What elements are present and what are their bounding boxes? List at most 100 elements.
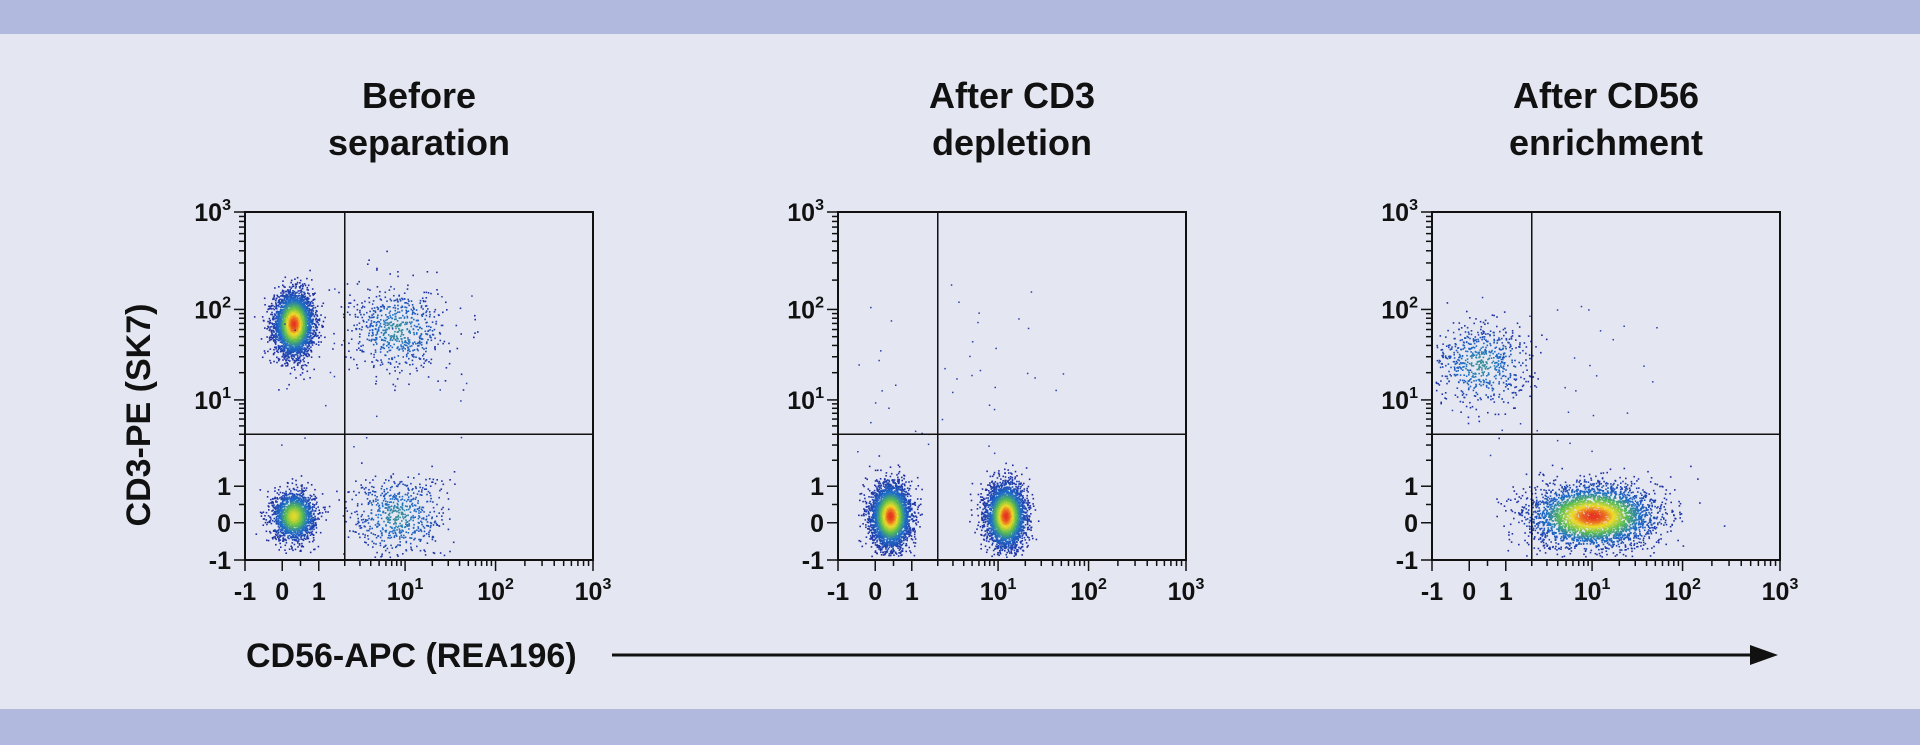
data-point (274, 287, 276, 289)
data-point (297, 301, 300, 304)
data-point (314, 319, 317, 321)
data-point (305, 307, 307, 309)
data-point (321, 324, 323, 327)
data-point (283, 306, 286, 308)
data-point (313, 329, 316, 332)
plot-title-line: Before (362, 75, 476, 116)
data-point (278, 296, 281, 298)
data-point (282, 301, 284, 303)
data-point (271, 311, 273, 314)
data-point (270, 362, 272, 364)
data-point (301, 283, 304, 286)
data-point (274, 336, 276, 338)
data-point (284, 276, 287, 279)
data-point (271, 537, 274, 539)
data-point (312, 513, 315, 516)
data-point (292, 313, 295, 315)
data-point (316, 501, 318, 504)
data-point (292, 350, 294, 352)
data-point (313, 323, 316, 325)
data-point (283, 319, 286, 322)
data-point (278, 540, 280, 542)
data-point (281, 289, 284, 292)
data-point (303, 322, 305, 324)
data-point (291, 337, 294, 339)
data-point (284, 339, 286, 341)
data-point (267, 325, 269, 328)
data-point (277, 489, 280, 491)
data-point (274, 338, 277, 340)
data-point (288, 383, 290, 386)
data-point (295, 344, 297, 346)
data-point (281, 309, 284, 312)
data-point (269, 338, 271, 341)
data-point (307, 362, 309, 364)
data-point (272, 317, 275, 319)
data-point (288, 334, 291, 337)
data-point (297, 546, 299, 548)
data-point (271, 519, 274, 522)
data-point (278, 358, 281, 361)
data-point (310, 314, 312, 316)
data-point (314, 306, 317, 309)
data-point (302, 285, 304, 287)
data-point (276, 294, 278, 297)
data-point (275, 538, 277, 541)
data-point (312, 332, 314, 335)
data-point (279, 336, 282, 339)
data-point (276, 350, 278, 352)
data-point (306, 370, 309, 373)
data-point (299, 327, 301, 330)
data-point (280, 365, 283, 367)
data-point (300, 351, 302, 354)
data-point (290, 341, 293, 344)
data-point (309, 551, 312, 554)
data-point (294, 318, 297, 321)
top-band (0, 0, 1920, 34)
data-point (307, 336, 309, 339)
data-point (309, 317, 312, 320)
data-point (311, 305, 313, 307)
data-point (281, 299, 283, 301)
data-point (285, 301, 288, 303)
data-point (309, 269, 311, 272)
data-point (298, 315, 300, 317)
data-point (277, 313, 279, 316)
data-point (301, 318, 304, 320)
data-point (283, 297, 286, 299)
data-point (312, 312, 314, 315)
data-point (286, 350, 289, 352)
data-point (307, 345, 310, 348)
data-point (305, 512, 308, 514)
data-point (304, 284, 307, 287)
data-point (301, 518, 304, 520)
plot-title-line: separation (328, 122, 510, 163)
data-point (302, 319, 305, 322)
data-point (293, 317, 296, 319)
data-point (314, 488, 316, 491)
data-point (300, 354, 303, 357)
data-point (278, 324, 280, 326)
data-point (296, 322, 299, 325)
data-point (318, 356, 321, 358)
data-point (283, 498, 286, 501)
data-point (315, 309, 318, 312)
data-point (273, 308, 276, 311)
data-point (286, 362, 289, 364)
data-point (282, 302, 284, 305)
data-point (305, 343, 307, 346)
data-point (292, 358, 294, 360)
data-point (306, 345, 309, 347)
data-point (276, 501, 278, 503)
data-point (284, 308, 286, 311)
data-point (284, 302, 286, 304)
data-point (307, 331, 310, 333)
data-point (291, 338, 293, 341)
data-point (310, 327, 312, 329)
data-point (285, 359, 287, 362)
data-point (293, 356, 296, 358)
data-point (287, 289, 289, 291)
data-point (306, 288, 309, 291)
data-point (296, 332, 299, 335)
